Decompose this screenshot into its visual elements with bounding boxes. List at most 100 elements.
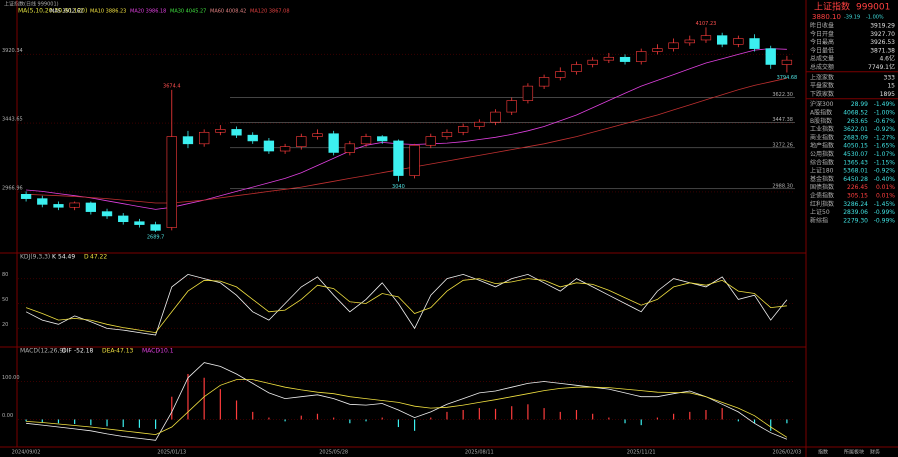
- candle-body: [571, 64, 582, 72]
- candle-body: [37, 198, 48, 205]
- row-value: 28.99: [851, 101, 868, 108]
- candle-body: [668, 42, 679, 49]
- ma-legend: MA10 3886.23: [90, 9, 126, 15]
- candle-body: [603, 56, 614, 61]
- ma-legend: MA30 4045.27: [170, 9, 206, 15]
- candle-body: [53, 204, 64, 208]
- x-tick-label: 2026/02/03: [772, 450, 801, 456]
- candle-body: [474, 121, 485, 127]
- level-label: 3622.30: [772, 92, 793, 98]
- ma-legend: MA5 3912.62: [50, 9, 83, 15]
- candle-body: [684, 39, 695, 44]
- legend-name: K: [52, 254, 57, 261]
- row-value: 226.45: [847, 184, 868, 191]
- quote-price: 3880.10: [812, 13, 841, 21]
- candle-body: [215, 129, 226, 133]
- row-value: 4050.15: [843, 143, 868, 150]
- row-label: 昨日收盘: [810, 22, 834, 30]
- row-label: 地产指数: [810, 142, 834, 150]
- row-label: 总成交量: [810, 55, 834, 63]
- candle-body: [150, 224, 161, 231]
- candle-body: [344, 143, 355, 153]
- row-label: 公用指数: [810, 150, 834, 158]
- quote-pct: -1.00%: [866, 15, 884, 21]
- legend-name: MACD: [142, 348, 160, 355]
- row-pct: -1.15%: [874, 159, 896, 166]
- row-value: 2279.30: [843, 217, 868, 224]
- row-label: 新综指: [810, 216, 828, 224]
- y-tick-label: 20: [2, 322, 8, 328]
- candle-body: [425, 136, 436, 146]
- row-value: 333: [884, 74, 896, 81]
- tab[interactable]: 指数: [818, 449, 828, 456]
- row-pct: -0.40%: [874, 176, 896, 183]
- row-value: 3919.29: [870, 23, 895, 30]
- row-value: 1895: [880, 91, 895, 98]
- kdj-title: KDJ(9,3,3): [20, 254, 50, 261]
- row-label: A股指数: [810, 109, 832, 117]
- y-tick-label: 0.00: [2, 413, 13, 419]
- candle-body: [377, 136, 388, 142]
- legend-name: D: [84, 254, 89, 261]
- candle-body: [749, 38, 760, 49]
- row-pct: -0.92%: [874, 168, 896, 175]
- high-label: 4107.23: [696, 21, 717, 27]
- low-label: 2689.7: [147, 234, 165, 240]
- ma-legend: MA60 4008.42: [210, 9, 246, 15]
- x-tick-label: 2025/11/21: [627, 450, 656, 456]
- tab[interactable]: 财务: [870, 449, 880, 456]
- quote-name: 上证指数: [814, 1, 850, 13]
- ma-line: [26, 77, 787, 204]
- low-label: 3794.68: [777, 75, 798, 81]
- row-value: 3286.24: [843, 201, 868, 208]
- candle-body: [441, 131, 453, 137]
- row-value: 3927.70: [870, 31, 895, 38]
- candle-body: [619, 56, 631, 62]
- row-value: 7749.1亿: [868, 63, 895, 71]
- macd-line: [26, 379, 788, 438]
- row-pct: -1.45%: [874, 201, 896, 208]
- row-value: 15: [887, 83, 895, 90]
- x-tick-label: 2025/01/13: [157, 450, 186, 456]
- row-value: 2839.06: [843, 209, 868, 216]
- candle-body: [199, 131, 210, 145]
- candle-body: [538, 77, 550, 87]
- row-pct: -0.67%: [874, 118, 896, 125]
- candle-body: [765, 48, 776, 65]
- row-pct: -0.99%: [874, 209, 896, 216]
- y-tick-label: 3920.34: [2, 48, 23, 54]
- level-label: 3272.26: [772, 142, 793, 148]
- row-label: 企债指数: [810, 192, 834, 200]
- legend-value: -47.13: [114, 348, 134, 355]
- macd-line: [26, 362, 788, 441]
- row-value: 6450.28: [843, 176, 868, 183]
- ma-legend: MA20 3986.18: [130, 9, 166, 15]
- candle-body: [231, 129, 242, 136]
- legend-value: -52.18: [74, 348, 94, 355]
- tab[interactable]: 所属板块: [844, 449, 864, 456]
- row-value: 1365.43: [843, 159, 868, 166]
- candle-body: [652, 48, 663, 52]
- row-value: 263.65: [847, 118, 868, 125]
- legend-name: DEA: [102, 348, 115, 355]
- candle-body: [85, 202, 97, 212]
- x-tick-label: 2024/09/02: [12, 450, 41, 456]
- row-pct: -1.65%: [874, 143, 896, 150]
- row-value: 3871.38: [870, 47, 895, 54]
- row-label: 上涨家数: [810, 73, 834, 81]
- candle-body: [134, 221, 145, 225]
- candle-body: [457, 126, 469, 133]
- legend-value: -10.1: [158, 348, 174, 355]
- candle-body: [733, 38, 744, 45]
- row-pct: -0.99%: [874, 217, 896, 224]
- candle-body: [393, 140, 404, 176]
- kdj-line: [25, 278, 787, 334]
- candle-body: [279, 146, 291, 152]
- low-label: 3040: [392, 184, 405, 190]
- candle-body: [490, 111, 501, 123]
- row-label: 今日开盘: [810, 30, 834, 38]
- row-label: 平盘家数: [810, 82, 834, 90]
- row-label: 工业指数: [810, 125, 834, 133]
- row-pct: -1.00%: [874, 110, 896, 117]
- y-tick-label: 100.00: [2, 375, 20, 381]
